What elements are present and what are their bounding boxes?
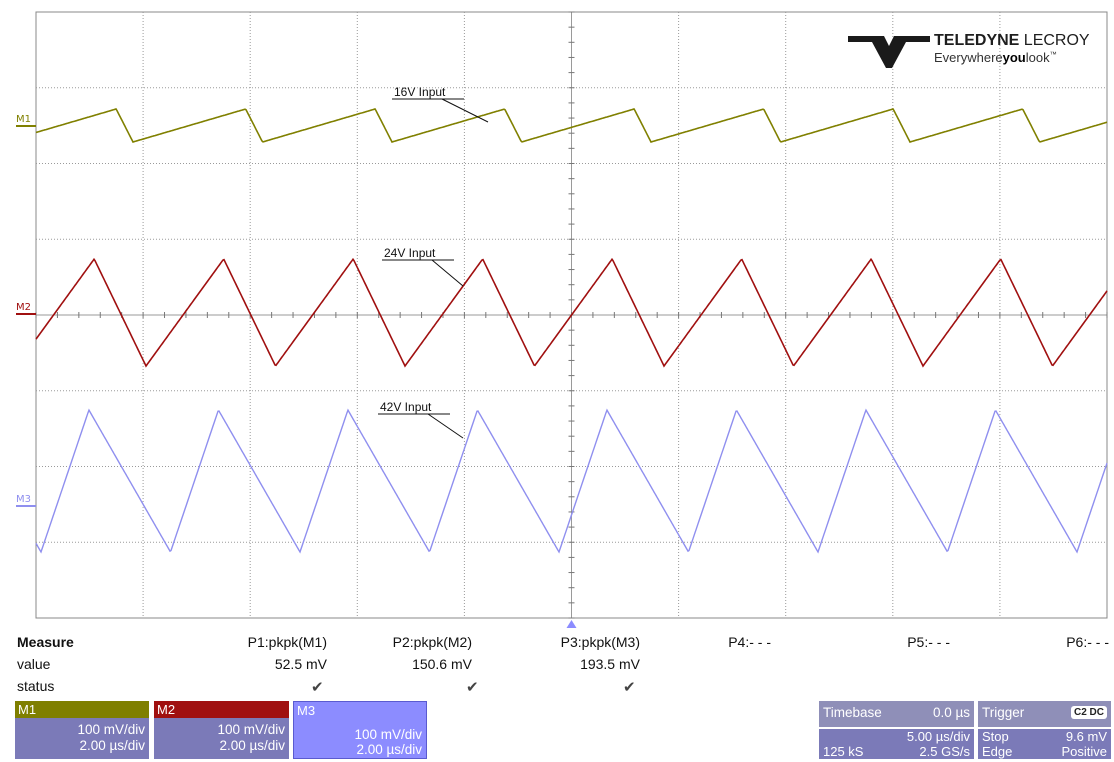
trace-annotation-m1: 16V Input [394, 85, 446, 99]
waveform-display[interactable]: 16V Input 24V Input 42V Input M1 M2 M3 TELEDY… [0, 0, 1114, 630]
annotation-leader [431, 259, 464, 287]
measure-table: Measure P1:pkpk(M1) P2:pkpk(M2) P3:pkpk(… [0, 634, 1114, 698]
trigger-mode: Stop [982, 729, 1009, 744]
trigger-position-marker [566, 620, 577, 628]
annotation-leader [427, 413, 464, 439]
channel-m1-tdiv: 2.00 µs/div [79, 738, 145, 753]
status-check-icon: ✔ [311, 679, 324, 696]
param-name-p2[interactable]: P2:pkpk(M2) [392, 634, 472, 650]
waveform-m1 [35, 108, 1108, 143]
status-row-label: status [17, 678, 55, 694]
status-check-icon: ✔ [623, 679, 636, 696]
logo-tm: ™ [1049, 51, 1057, 59]
channel-m2-vdiv: 100 mV/div [217, 722, 285, 737]
channel-m1-vdiv: 100 mV/div [77, 722, 145, 737]
graticule: 16V Input 24V Input 42V Input M1 M2 M3 [16, 11, 1108, 628]
timebase-header[interactable]: Timebase 0.0 µs [819, 701, 974, 727]
param-value-p2: 150.6 mV [412, 656, 472, 672]
waveform-m3 [35, 408, 1108, 554]
trace-offset-label-m3: M3 [16, 494, 31, 505]
logo-brand: TELEDYNE [934, 32, 1020, 49]
channel-m2-name: M2 [154, 701, 289, 718]
channel-m3-tdiv: 2.00 µs/div [356, 742, 422, 757]
logo-brand-2: LECROY [1023, 32, 1090, 49]
param-name-p1[interactable]: P1:pkpk(M1) [247, 634, 327, 650]
timebase-delay: 0.0 µs [932, 705, 970, 720]
timebase-samples: 125 kS [823, 744, 864, 759]
channel-m2-tdiv: 2.00 µs/div [219, 738, 285, 753]
trigger-descriptor[interactable]: Stop 9.6 mV Edge Positive [978, 729, 1111, 759]
waveform-m2 [35, 257, 1108, 368]
channel-m1-descriptor[interactable]: M1 100 mV/div 2.00 µs/div [15, 701, 149, 759]
logo-tagline-a: Everywhere [934, 50, 1003, 65]
trigger-header[interactable]: Trigger C2 DC [978, 701, 1111, 727]
channel-m1-name: M1 [15, 701, 149, 718]
param-name-p5[interactable]: P5:- - - [907, 634, 950, 650]
logo-tagline-b: you [1002, 50, 1026, 65]
trace-annotation-m2: 24V Input [384, 246, 436, 260]
timebase-label: Timebase [823, 705, 882, 720]
trace-annotation-m3: 42V Input [380, 400, 432, 414]
measure-title: Measure [17, 634, 74, 650]
channel-m2-descriptor[interactable]: M2 100 mV/div 2.00 µs/div [154, 701, 289, 759]
logo-mark-icon [848, 36, 930, 68]
timebase-descriptor[interactable]: 5.00 µs/div 125 kS 2.5 GS/s [819, 729, 974, 759]
trigger-type: Edge [982, 744, 1013, 759]
timebase-rate: 2.5 GS/s [919, 744, 970, 759]
trigger-source-badge: C2 DC [1070, 706, 1107, 719]
param-name-p6[interactable]: P6:- - - [1066, 634, 1109, 650]
channel-m3-vdiv: 100 mV/div [354, 727, 422, 742]
annotation-leader [441, 98, 489, 123]
param-value-p1: 52.5 mV [274, 656, 327, 672]
param-value-p3: 193.5 mV [580, 656, 640, 672]
channel-m3-name: M3 [297, 703, 316, 718]
trace-offset-label-m1: M1 [16, 114, 31, 125]
param-name-p4[interactable]: P4:- - - [728, 634, 771, 650]
trigger-level: 9.6 mV [1065, 729, 1107, 744]
status-check-icon: ✔ [466, 679, 479, 696]
logo-tagline-c: look [1025, 50, 1050, 65]
value-row-label: value [17, 656, 51, 672]
channel-m3-descriptor[interactable]: M3 100 mV/div 2.00 µs/div [293, 701, 427, 759]
teledyne-lecroy-logo: TELEDYNE LECROY Everywhereyoulook™ [848, 30, 1108, 74]
timebase-tdiv: 5.00 µs/div [906, 729, 970, 744]
trigger-slope: Positive [1061, 744, 1107, 759]
trigger-label: Trigger [982, 705, 1025, 720]
param-name-p3[interactable]: P3:pkpk(M3) [560, 634, 640, 650]
trace-offset-label-m2: M2 [16, 302, 31, 313]
